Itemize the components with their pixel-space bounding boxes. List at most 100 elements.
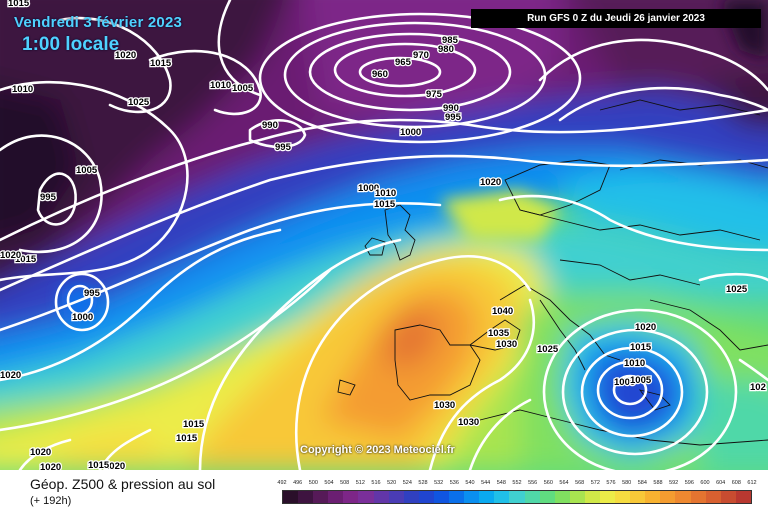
color-scale-value: 520 xyxy=(387,480,397,486)
color-scale-value: 576 xyxy=(606,480,616,486)
color-scale-swatch xyxy=(313,491,329,503)
pressure-label: 1025 xyxy=(537,344,559,355)
color-scale-swatch xyxy=(509,491,525,503)
color-scale-swatch xyxy=(735,491,751,503)
pressure-label: 1010 xyxy=(624,358,645,369)
pressure-label: 990 xyxy=(262,120,278,131)
pressure-label: 1020 xyxy=(0,250,21,261)
pressure-labels: 1015 1020 1015 985 980 970 960 965 975 9… xyxy=(0,0,767,470)
forecast-date: Vendredi 3 février 2023 xyxy=(14,14,183,31)
color-scale-value: 592 xyxy=(669,480,679,486)
pressure-label: 1000 xyxy=(72,312,93,323)
pressure-label: 1015 xyxy=(88,460,110,470)
color-scale-value: 552 xyxy=(512,480,522,486)
pressure-label: 1020 xyxy=(480,177,501,188)
color-scale-swatch xyxy=(630,491,646,503)
pressure-label: 1015 xyxy=(15,254,37,265)
color-scale-value: 536 xyxy=(449,480,459,486)
pressure-label: 1015 xyxy=(8,0,30,9)
color-scale-value: 532 xyxy=(434,480,444,486)
pressure-label: 1010 xyxy=(210,80,231,91)
pressure-label: 970 xyxy=(413,50,429,61)
color-scale-swatch xyxy=(569,491,585,503)
pressure-label: 1015 xyxy=(150,58,172,69)
color-scale-value: 572 xyxy=(590,480,600,486)
color-scale-value: 604 xyxy=(716,480,726,486)
pressure-label: 1015 xyxy=(374,199,396,210)
color-scale-swatch xyxy=(343,491,359,503)
pressure-label: 1005 xyxy=(232,83,254,94)
forecast-time: 1:00 locale xyxy=(22,34,120,55)
isobars xyxy=(0,0,768,470)
color-scale-value: 596 xyxy=(684,480,694,486)
color-scale-value: 500 xyxy=(308,480,318,486)
color-scale-swatch xyxy=(403,491,419,503)
color-scale-value: 524 xyxy=(402,480,412,486)
color-scale-value: 544 xyxy=(481,480,491,486)
color-scale-swatch xyxy=(283,491,299,503)
color-scale-labels: 492 496 500 504 508 512 516 520 524 528 532 536 540 5… xyxy=(277,480,756,488)
pressure-label: 1035 xyxy=(488,328,510,339)
pressure-label: 960 xyxy=(372,69,388,80)
legend-title: Géop. Z500 & pression au sol xyxy=(30,476,216,492)
color-scale-value: 548 xyxy=(496,480,506,486)
color-scale-swatch xyxy=(494,491,510,503)
color-scale-swatch xyxy=(615,491,631,503)
legend-panel: Géop. Z500 & pression au sol (+ 192h) 49… xyxy=(0,470,768,512)
color-scale-value: 612 xyxy=(747,480,757,486)
pressure-label: 1025 xyxy=(726,284,748,295)
pressure-label: 1015 xyxy=(176,433,198,444)
color-scale-bar xyxy=(282,490,752,504)
color-scale-value: 504 xyxy=(324,480,334,486)
color-scale-value: 496 xyxy=(293,480,303,486)
pressure-label: 985 xyxy=(442,35,459,46)
pressure-label: 995 xyxy=(40,192,57,203)
pressure-label: 102 xyxy=(750,382,766,393)
pressure-label: 995 xyxy=(84,288,101,299)
pressure-label: 1025 xyxy=(128,97,150,108)
pressure-label: 1020 xyxy=(40,462,61,470)
pressure-label: 1010 xyxy=(375,188,396,199)
color-scale-swatch xyxy=(584,491,600,503)
color-scale-swatch xyxy=(464,491,480,503)
color-scale-value: 512 xyxy=(355,480,365,486)
pressure-label: 1005 xyxy=(614,377,636,388)
pressure-label: 1030 xyxy=(434,400,455,411)
color-scale-value: 564 xyxy=(559,480,569,486)
pressure-label: 990 xyxy=(443,103,459,114)
color-scale-value: 540 xyxy=(465,480,475,486)
color-scale-value: 560 xyxy=(543,480,553,486)
color-scale-value: 600 xyxy=(700,480,710,486)
pressure-label: 1010 xyxy=(12,84,33,95)
color-scale-swatch xyxy=(373,491,389,503)
color-scale-value: 528 xyxy=(418,480,428,486)
color-scale-swatch xyxy=(690,491,706,503)
geopotential-map: 1015 1020 1015 985 980 970 960 965 975 9… xyxy=(0,0,768,470)
pressure-label: 1020 xyxy=(0,370,21,381)
color-scale-swatch xyxy=(524,491,540,503)
pressure-label: 1000 xyxy=(400,127,421,138)
color-scale-swatch xyxy=(433,491,450,503)
color-scale-value: 584 xyxy=(637,480,647,486)
color-scale-value: 580 xyxy=(622,480,632,486)
color-scale-swatch xyxy=(358,491,374,503)
pressure-label: 1020 xyxy=(635,322,656,333)
color-scale-value: 492 xyxy=(277,480,287,486)
color-scale-swatch xyxy=(539,491,555,503)
pressure-label: 1020 xyxy=(104,461,125,470)
pressure-label: 1005 xyxy=(76,165,98,176)
pressure-label: 1015 xyxy=(183,419,205,430)
color-scale-swatch xyxy=(675,491,691,503)
color-scale-value: 588 xyxy=(653,480,663,486)
copyright-text: Copyright © 2023 Meteociel.fr xyxy=(300,444,455,456)
color-scale-swatch xyxy=(645,491,661,503)
geopotential-color-field xyxy=(0,0,768,470)
color-scale-value: 608 xyxy=(731,480,741,486)
pressure-label: 1005 xyxy=(630,375,652,386)
color-scale-swatch xyxy=(479,491,495,503)
pressure-label: 1040 xyxy=(492,306,513,317)
color-scale-swatch xyxy=(449,491,465,503)
pressure-label: 965 xyxy=(395,57,412,68)
color-scale-swatch xyxy=(298,491,314,503)
